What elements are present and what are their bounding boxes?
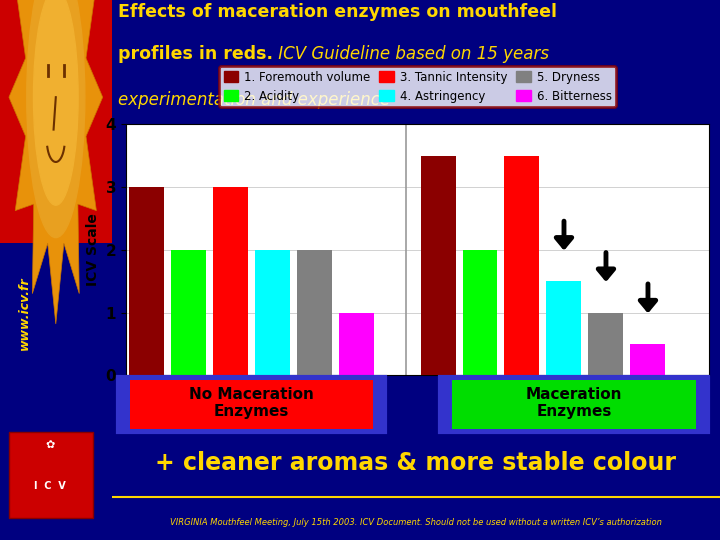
Bar	[462, 249, 498, 375]
Text: VIRGINIA Mouthfeel Meeting, July 15th 2003. ICV Document. Should not be used wit: VIRGINIA Mouthfeel Meeting, July 15th 20…	[170, 518, 662, 528]
FancyBboxPatch shape	[130, 380, 373, 429]
Legend: 1. Foremouth volume, 2. Acidity, 3. Tannic Intensity, 4. Astringency, 5. Dryness: 1. Foremouth volume, 2. Acidity, 3. Tann…	[219, 66, 616, 107]
Text: ✿: ✿	[45, 441, 55, 450]
FancyBboxPatch shape	[0, 0, 112, 243]
Text: No Maceration
Enzymes: No Maceration Enzymes	[189, 387, 314, 420]
Text: + cleaner aromas & more stable colour: + cleaner aromas & more stable colour	[156, 451, 676, 475]
Text: profiles in reds.: profiles in reds.	[117, 45, 273, 63]
Bar	[171, 249, 206, 375]
Bar	[213, 187, 248, 375]
Bar	[420, 156, 456, 375]
Bar	[297, 249, 332, 375]
Bar	[546, 281, 582, 375]
Circle shape	[33, 0, 78, 205]
Bar	[505, 156, 539, 375]
Text: I  C  V: I C V	[35, 481, 66, 491]
Circle shape	[27, 0, 85, 238]
FancyBboxPatch shape	[117, 376, 385, 433]
FancyBboxPatch shape	[452, 380, 696, 429]
Text: Effects of maceration enzymes on mouthfeel: Effects of maceration enzymes on mouthfe…	[117, 3, 557, 22]
Text: www.icv.fr: www.icv.fr	[18, 276, 31, 350]
FancyBboxPatch shape	[440, 376, 708, 433]
Bar	[339, 313, 374, 375]
Bar	[129, 187, 164, 375]
Text: Maceration
Enzymes: Maceration Enzymes	[526, 387, 622, 420]
Text: ICV Guideline based on 15 years: ICV Guideline based on 15 years	[273, 45, 549, 63]
Polygon shape	[9, 0, 103, 324]
Y-axis label: ICV Scale: ICV Scale	[86, 213, 100, 286]
FancyBboxPatch shape	[9, 432, 93, 518]
Text: experimentation and experience: experimentation and experience	[117, 91, 390, 109]
Bar	[255, 249, 290, 375]
Bar	[588, 313, 624, 375]
Bar	[631, 344, 665, 375]
